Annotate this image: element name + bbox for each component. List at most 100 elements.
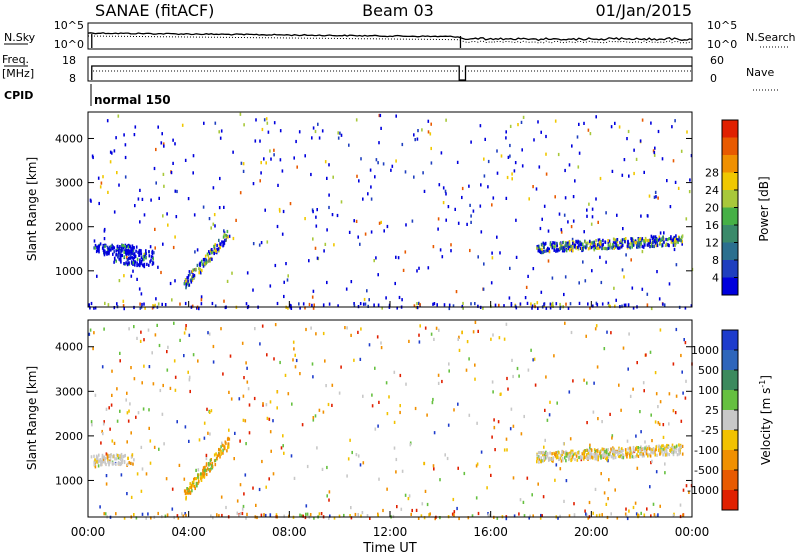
echo-cell — [318, 408, 321, 412]
echo-cell — [617, 450, 619, 454]
echo-cell — [162, 172, 165, 176]
echo-cell — [286, 278, 289, 282]
echo-cell — [191, 269, 194, 273]
echo-cell — [199, 263, 201, 267]
echo-cell — [645, 238, 647, 242]
echo-cell — [125, 251, 127, 255]
echo-cell — [650, 461, 652, 465]
echo-cell — [242, 162, 245, 166]
echo-cell — [94, 243, 97, 248]
echo-cell — [447, 205, 450, 209]
echo-cell — [279, 209, 281, 213]
echo-cell — [108, 252, 110, 256]
echo-cell — [653, 150, 656, 155]
echo-cell — [684, 306, 687, 310]
echo-cell — [312, 418, 315, 422]
echo-cell — [203, 469, 206, 473]
echo-cell — [546, 452, 549, 456]
echo-cell — [328, 516, 330, 520]
echo-cell — [100, 462, 103, 467]
echo-cell — [429, 512, 431, 516]
freq-unit: [MHz] — [2, 67, 34, 80]
echo-cell — [637, 238, 640, 242]
echo-cell — [631, 286, 634, 290]
echo-cell — [269, 284, 272, 288]
echo-cell — [184, 327, 187, 331]
echo-cell — [558, 248, 561, 252]
echo-cell — [511, 172, 513, 176]
echo-cell — [148, 365, 151, 369]
echo-cell — [623, 303, 626, 307]
echo-cell — [627, 367, 629, 371]
echo-cell — [595, 452, 597, 456]
echo-cell — [551, 243, 553, 247]
echo-cell — [106, 455, 109, 460]
echo-cell — [624, 303, 627, 307]
echo-cell — [474, 363, 476, 367]
echo-cell — [570, 458, 572, 463]
echo-cell — [88, 303, 90, 307]
echo-cell — [541, 514, 543, 518]
echo-cell — [544, 241, 547, 245]
echo-cell — [589, 306, 591, 310]
echo-cell — [681, 444, 684, 448]
echo-cell — [102, 432, 104, 436]
echo-cell — [264, 513, 267, 518]
echo-cell — [153, 445, 156, 449]
echo-cell — [234, 431, 236, 435]
echo-cell — [578, 151, 581, 155]
echo-cell — [595, 115, 597, 119]
echo-cell — [190, 486, 193, 490]
echo-cell — [547, 246, 549, 250]
echo-cell — [597, 455, 600, 459]
echo-cell — [304, 306, 306, 310]
echo-cell — [236, 499, 239, 503]
echo-cell — [314, 246, 317, 250]
echo-cell — [579, 240, 581, 244]
echo-cell — [113, 256, 116, 260]
echo-cell — [432, 397, 434, 402]
echo-cell — [499, 251, 501, 255]
echo-cell — [654, 190, 657, 194]
echo-cell — [678, 236, 681, 240]
x-tick-label: 04:00 — [171, 525, 206, 539]
echo-cell — [651, 439, 653, 443]
echo-cell — [408, 339, 410, 343]
echo-cell — [93, 306, 95, 310]
echo-cell — [197, 475, 199, 479]
echo-cell — [598, 238, 601, 242]
echo-cell — [225, 441, 227, 445]
echo-cell — [480, 183, 482, 187]
echo-cell — [135, 415, 137, 419]
echo-cell — [312, 289, 315, 293]
echo-cell — [503, 304, 505, 308]
echo-cell — [568, 457, 570, 462]
echo-cell — [629, 455, 631, 459]
colorbar-tick-label: -500 — [694, 464, 719, 477]
echo-cell — [466, 340, 469, 344]
echo-cell — [192, 171, 194, 175]
echo-cell — [618, 383, 620, 387]
echo-cell — [124, 245, 126, 249]
echo-cell — [559, 453, 562, 458]
cpid-value: normal 150 — [94, 93, 171, 107]
echo-cell — [136, 336, 138, 340]
echo-cell — [246, 512, 248, 516]
echo-cell — [273, 357, 275, 361]
echo-cell — [394, 281, 396, 286]
echo-cell — [644, 243, 646, 247]
echo-cell — [568, 163, 571, 167]
echo-cell — [441, 255, 444, 259]
echo-cell — [122, 454, 124, 459]
echo-cell — [98, 244, 100, 248]
echo-cell — [312, 375, 314, 379]
echo-cell — [151, 306, 154, 310]
echo-cell — [362, 302, 365, 306]
echo-cell — [265, 161, 267, 165]
echo-cell — [654, 420, 657, 424]
echo-cell — [609, 412, 611, 416]
echo-cell — [496, 235, 498, 239]
echo-cell — [200, 259, 203, 263]
echo-cell — [565, 459, 567, 463]
echo-cell — [577, 245, 579, 249]
